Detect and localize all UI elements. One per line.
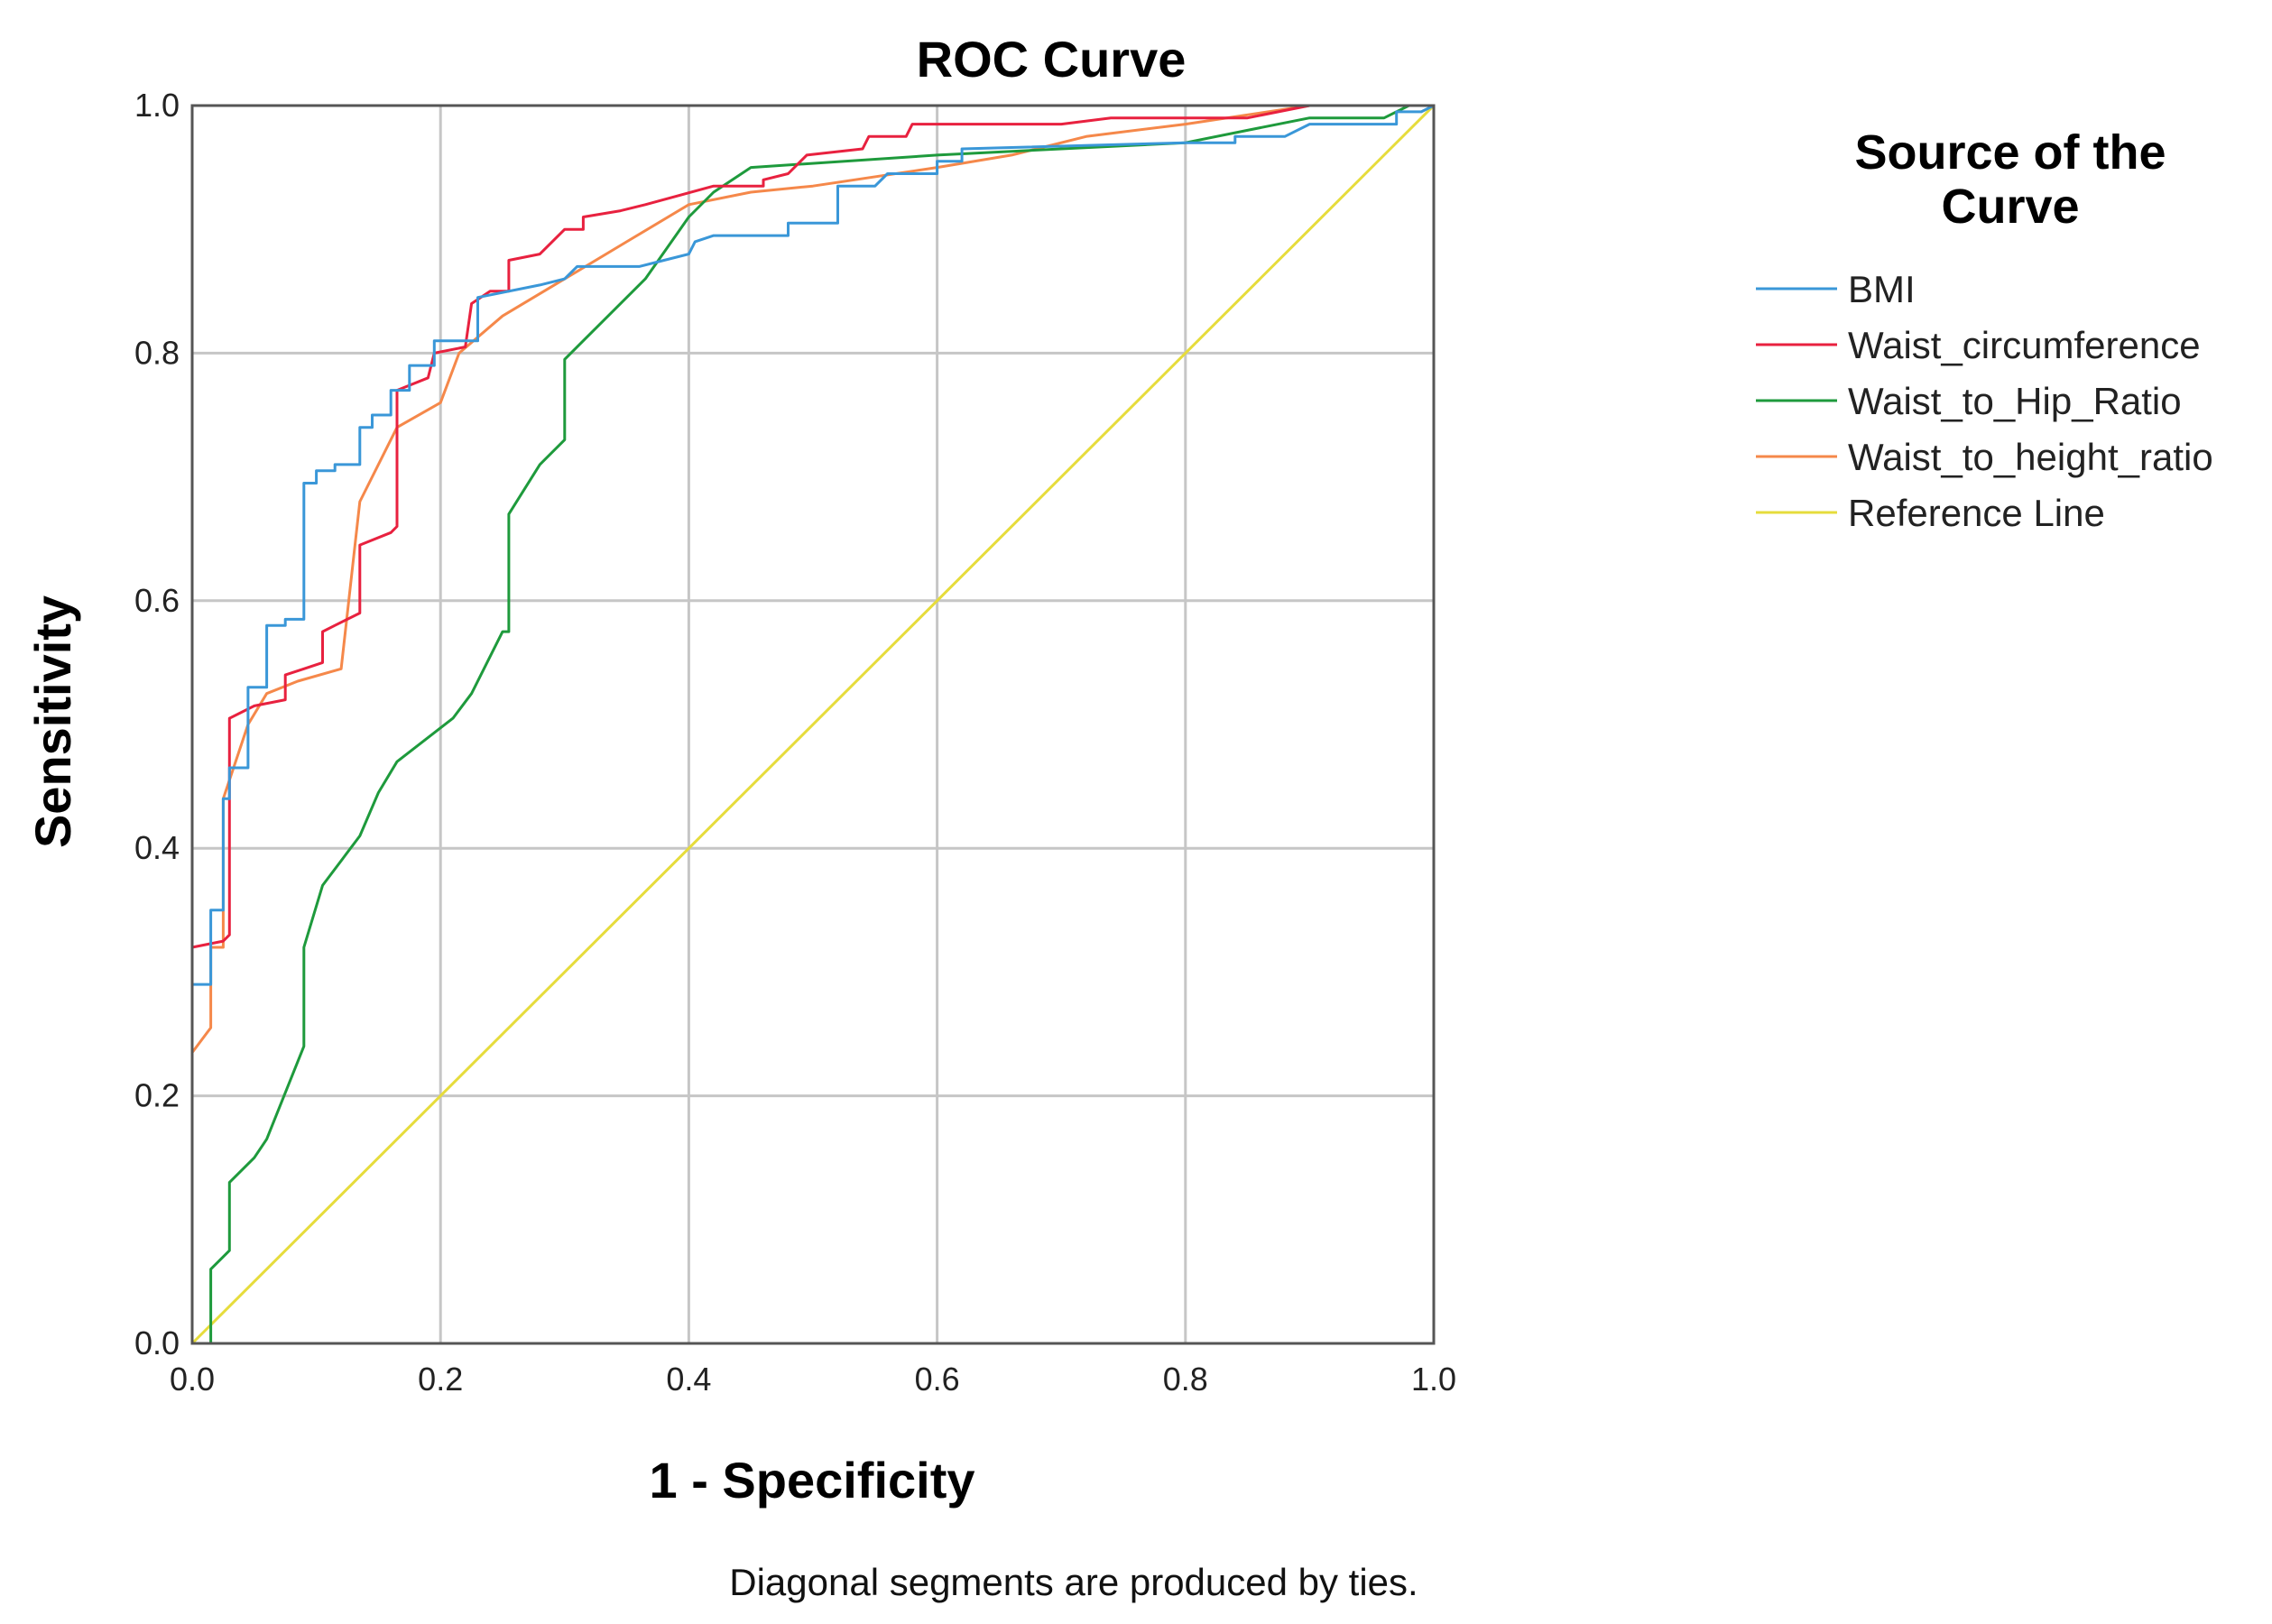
y-axis-ticks: 0.0 0.2 0.4 0.6 0.8 1.0: [134, 87, 180, 1361]
legend-label-bmi: BMI: [1848, 268, 1916, 310]
y-tick-label: 0.0: [134, 1324, 180, 1361]
x-tick-label: 1.0: [1411, 1361, 1456, 1398]
y-axis-label: Sensitivity: [24, 595, 81, 848]
x-tick-label: 0.8: [1163, 1361, 1208, 1398]
legend: Source of the Curve BMI Waist_circumferen…: [1756, 125, 2213, 534]
x-tick-label: 0.0: [170, 1361, 215, 1398]
series-waist-to-hip-ratio-line: [192, 104, 1434, 1345]
series-waist-circumference-line: [190, 104, 1434, 1343]
roc-curves: [190, 104, 1436, 1345]
series-bmi-line: [190, 104, 1435, 1343]
footnote: Diagonal segments are produced by ties.: [729, 1561, 1418, 1603]
series-waist-to-height-ratio-line: [190, 104, 1434, 1343]
plot-frame: [190, 104, 1436, 1345]
x-tick-label: 0.6: [915, 1361, 960, 1398]
legend-label-waist-circumference: Waist_circumference: [1848, 324, 2201, 366]
y-tick-label: 1.0: [134, 87, 180, 124]
chart-title: ROC Curve: [917, 31, 1187, 88]
legend-label-reference-line: Reference Line: [1848, 492, 2105, 534]
x-axis-label: 1 - Specificity: [649, 1452, 974, 1509]
legend-title-line-1: Source of the: [1854, 125, 2166, 180]
y-tick-label: 0.8: [134, 334, 180, 371]
x-axis-ticks: 0.0 0.2 0.4 0.6 0.8 1.0: [170, 1361, 1456, 1398]
x-tick-label: 0.2: [418, 1361, 463, 1398]
x-tick-label: 0.4: [666, 1361, 711, 1398]
legend-label-waist-to-height-ratio: Waist_to_height_ratio: [1848, 436, 2213, 478]
series-reference-line-line: [190, 104, 1436, 1345]
legend-title-line-2: Curve: [1941, 180, 2079, 234]
legend-items: BMI Waist_circumference Waist_to_Hip_Ratio…: [1756, 268, 2213, 534]
legend-label-waist-to-hip-ratio: Waist_to_Hip_Ratio: [1848, 380, 2182, 422]
y-tick-label: 0.2: [134, 1077, 180, 1114]
y-tick-label: 0.4: [134, 829, 180, 866]
gridlines: [192, 106, 1434, 1343]
y-tick-label: 0.6: [134, 582, 180, 619]
